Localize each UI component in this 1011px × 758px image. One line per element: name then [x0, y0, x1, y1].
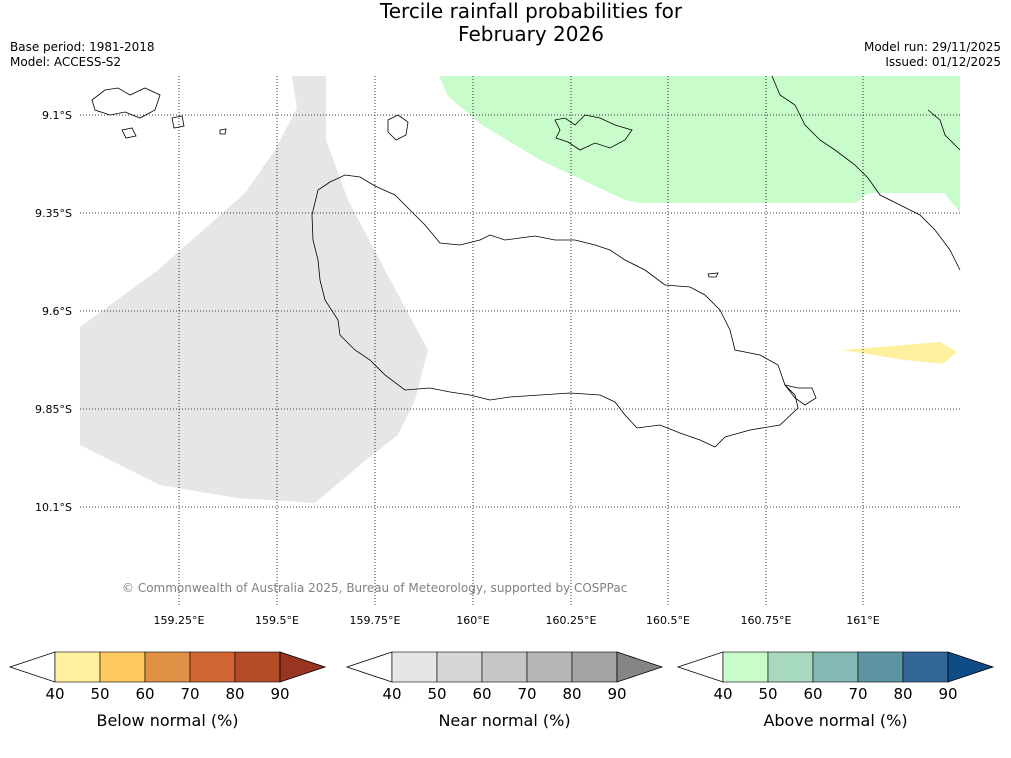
model-info: Base period: 1981-2018 Model: ACCESS-S2 — [10, 40, 155, 70]
above-normal-tick-label: 50 — [758, 685, 777, 703]
below-normal-segment — [54, 651, 101, 683]
near-normal-segment — [571, 651, 618, 683]
lon-label: 159.75°E — [350, 614, 401, 627]
above-normal-high-extension — [947, 651, 995, 683]
below-normal-colorbar: 40 50 60 70 80 90 Below normal (%) — [8, 651, 327, 730]
below-normal-segment — [144, 651, 191, 683]
near-normal-segment — [391, 651, 438, 683]
longitude-labels: 159.25°E 159.5°E 159.75°E 160°E 160.25°E… — [154, 614, 880, 627]
lat-label: 9.6°S — [42, 305, 72, 318]
above-normal-tick-label: 90 — [938, 685, 957, 703]
below-normal-tick-label: 90 — [270, 685, 289, 703]
below-normal-region — [842, 342, 957, 364]
model-run-date: Model run: 29/11/2025 — [863, 40, 1001, 54]
lat-label: 9.1°S — [42, 109, 72, 122]
above-normal-segment — [812, 651, 859, 683]
below-normal-tick-label: 60 — [135, 685, 154, 703]
above-normal-colorbar: 40 50 60 70 80 90 Above normal (%) — [676, 651, 995, 730]
model-name: Model: ACCESS-S2 — [10, 55, 122, 69]
lon-label: 159.25°E — [154, 614, 205, 627]
near-normal-segment — [481, 651, 528, 683]
near-normal-region — [80, 76, 428, 503]
below-normal-high-extension — [279, 651, 327, 683]
above-normal-tick-label: 40 — [713, 685, 732, 703]
near-normal-colorbar: 40 50 60 70 80 90 Near normal (%) — [345, 651, 664, 730]
run-info: Model run: 29/11/2025 Issued: 01/12/2025 — [864, 40, 1001, 70]
near-normal-tick-label: 90 — [607, 685, 626, 703]
eastern-islets-coast — [784, 384, 817, 406]
above-normal-tick-label: 70 — [848, 685, 867, 703]
above-normal-segment — [902, 651, 949, 683]
malaita-coast — [771, 75, 961, 271]
above-normal-tick-label: 80 — [893, 685, 912, 703]
below-normal-tick-label: 70 — [180, 685, 199, 703]
lon-label: 160°E — [456, 614, 489, 627]
small-island-5 — [219, 128, 227, 135]
small-island-2 — [707, 272, 719, 278]
near-normal-tick-label: 50 — [427, 685, 446, 703]
near-normal-segment — [436, 651, 483, 683]
above-normal-region — [439, 76, 960, 212]
lon-label: 160.75°E — [741, 614, 792, 627]
above-normal-tick-label: 60 — [803, 685, 822, 703]
below-normal-tick-label: 40 — [45, 685, 64, 703]
near-normal-low-extension — [345, 651, 393, 683]
above-normal-segment — [857, 651, 904, 683]
colorbars: 40 50 60 70 80 90 Below normal (%) 40 50 60 70 80 90… — [8, 651, 995, 730]
lon-label: 161°E — [846, 614, 879, 627]
below-normal-colorbar-label: Below normal (%) — [96, 711, 238, 730]
copyright-notice: © Commonwealth of Australia 2025, Bureau… — [122, 581, 627, 595]
near-normal-tick-label: 40 — [382, 685, 401, 703]
near-normal-colorbar-label: Near normal (%) — [438, 711, 570, 730]
small-island-1 — [387, 114, 409, 141]
above-normal-segment — [767, 651, 814, 683]
below-normal-low-extension — [8, 651, 56, 683]
near-normal-tick-label: 60 — [472, 685, 491, 703]
near-normal-tick-label: 70 — [517, 685, 536, 703]
above-normal-low-extension — [676, 651, 724, 683]
lon-label: 160.5°E — [646, 614, 690, 627]
title-line-2: February 2026 — [458, 22, 604, 46]
gridlines — [80, 76, 960, 605]
below-normal-tick-label: 80 — [225, 685, 244, 703]
eastern-coast-detail — [927, 109, 961, 151]
below-normal-segment — [189, 651, 236, 683]
near-normal-tick-label: 80 — [562, 685, 581, 703]
map-title: Tercile rainfall probabilities for Febru… — [0, 0, 1011, 46]
latitude-labels: 9.1°S 9.35°S 9.6°S 9.85°S 10.1°S — [35, 109, 72, 514]
florida-islands-coast — [554, 114, 633, 151]
above-normal-colorbar-label: Above normal (%) — [763, 711, 907, 730]
guadalcanal-coast — [311, 174, 799, 448]
below-normal-tick-label: 50 — [90, 685, 109, 703]
above-normal-segment — [722, 651, 769, 683]
coastlines — [91, 75, 961, 448]
small-island-4 — [171, 115, 185, 129]
lon-label: 160.25°E — [546, 614, 597, 627]
small-island-3 — [121, 127, 137, 139]
title-line-1: Tercile rainfall probabilities for — [379, 0, 683, 23]
lat-label: 9.35°S — [35, 207, 72, 220]
near-normal-high-extension — [616, 651, 664, 683]
lon-label: 159.5°E — [255, 614, 299, 627]
lat-label: 10.1°S — [35, 501, 72, 514]
savo-group-coast — [91, 87, 161, 119]
below-normal-segment — [99, 651, 146, 683]
below-normal-segment — [234, 651, 281, 683]
lat-label: 9.85°S — [35, 403, 72, 416]
issued-date: Issued: 01/12/2025 — [885, 55, 1001, 69]
near-normal-segment — [526, 651, 573, 683]
base-period: Base period: 1981-2018 — [10, 40, 155, 54]
